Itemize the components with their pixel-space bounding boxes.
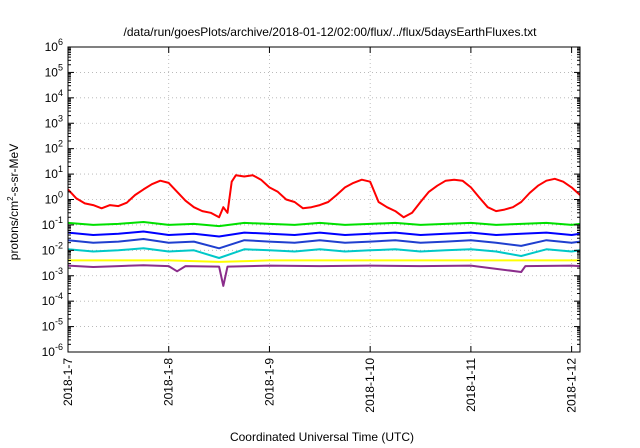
x-axis-label: Coordinated Universal Time (UTC) xyxy=(230,430,414,444)
y-axis-label-unit: protons/cm xyxy=(7,201,21,260)
y-tick-label: 102 xyxy=(45,139,63,156)
y-tick-exponent: 4 xyxy=(58,88,63,98)
y-tick-base: 10 xyxy=(42,243,56,257)
y-tick-base: 10 xyxy=(45,40,59,54)
series-line-6 xyxy=(68,259,580,263)
chart-title: /data/run/goesPlots/archive/2018-01-12/0… xyxy=(124,25,538,39)
y-tick-exponent: 2 xyxy=(58,139,63,149)
y-tick-exponent: 0 xyxy=(58,190,63,200)
y-tick-label: 106 xyxy=(45,37,63,54)
series-line-4 xyxy=(67,238,581,250)
y-tick-label: 105 xyxy=(45,62,63,79)
y-tick-exponent: 3 xyxy=(58,113,63,123)
x-tick-label: 2018-1-9 xyxy=(262,358,276,406)
y-tick-base: 10 xyxy=(45,91,59,105)
y-tick-base: 10 xyxy=(45,116,59,130)
x-tick-label: 2018-1-8 xyxy=(162,358,176,406)
x-tick-label: 2018-1-7 xyxy=(61,358,75,406)
y-axis-label-exponent: 2 xyxy=(6,196,15,201)
y-tick-base: 10 xyxy=(42,294,56,308)
y-tick-base: 10 xyxy=(42,269,56,283)
y-tick-exponent: 6 xyxy=(58,37,63,47)
y-tick-exponent: -2 xyxy=(55,240,63,250)
y-tick-exponent: -4 xyxy=(55,291,63,301)
y-tick-label: 103 xyxy=(45,113,63,130)
y-tick-base: 10 xyxy=(42,320,56,334)
x-tick-label: 2018-1-11 xyxy=(464,358,478,412)
y-tick-exponent: 1 xyxy=(58,164,63,174)
y-tick-label: 10-2 xyxy=(42,240,63,257)
y-tick-label: 10-6 xyxy=(42,342,63,359)
x-axis-ticks: 2018-1-7 2018-1-8 2018-1-9 2018-1-10 2018-1-… xyxy=(61,47,579,413)
y-tick-label: 100 xyxy=(45,190,63,207)
y-tick-label: 101 xyxy=(45,164,63,181)
y-axis-label: protons/cm2-s-sr-MeV xyxy=(6,144,21,260)
y-tick-label: 10-4 xyxy=(42,291,63,308)
x-tick-label: 2018-1-10 xyxy=(363,358,377,413)
y-tick-exponent: -1 xyxy=(55,215,63,225)
y-tick-label: 10-5 xyxy=(42,317,63,334)
y-tick-exponent: -5 xyxy=(55,317,63,327)
series-line-5 xyxy=(67,247,581,259)
y-tick-base: 10 xyxy=(45,65,59,79)
y-tick-label: 104 xyxy=(45,88,63,105)
y-tick-base: 10 xyxy=(42,345,56,359)
series-line-7 xyxy=(67,264,581,287)
x-tick-label: 2018-1-12 xyxy=(565,358,579,413)
series-line-3 xyxy=(67,230,581,238)
y-tick-base: 10 xyxy=(42,218,56,232)
y-tick-exponent: -3 xyxy=(55,266,63,276)
y-axis-label-rest: -s-sr-MeV xyxy=(7,144,21,197)
series-lines xyxy=(67,174,581,287)
y-tick-label: 10-3 xyxy=(42,266,63,283)
y-tick-exponent: -6 xyxy=(55,342,63,352)
y-tick-label: 10-1 xyxy=(42,215,63,232)
y-axis-ticks: 10610510410310210110010-110-210-310-410-… xyxy=(42,37,580,359)
y-tick-base: 10 xyxy=(45,193,59,207)
y-tick-base: 10 xyxy=(45,142,59,156)
y-tick-base: 10 xyxy=(45,167,59,181)
y-tick-exponent: 5 xyxy=(58,62,63,72)
series-line-2 xyxy=(67,221,581,228)
series-line-1 xyxy=(67,174,581,219)
